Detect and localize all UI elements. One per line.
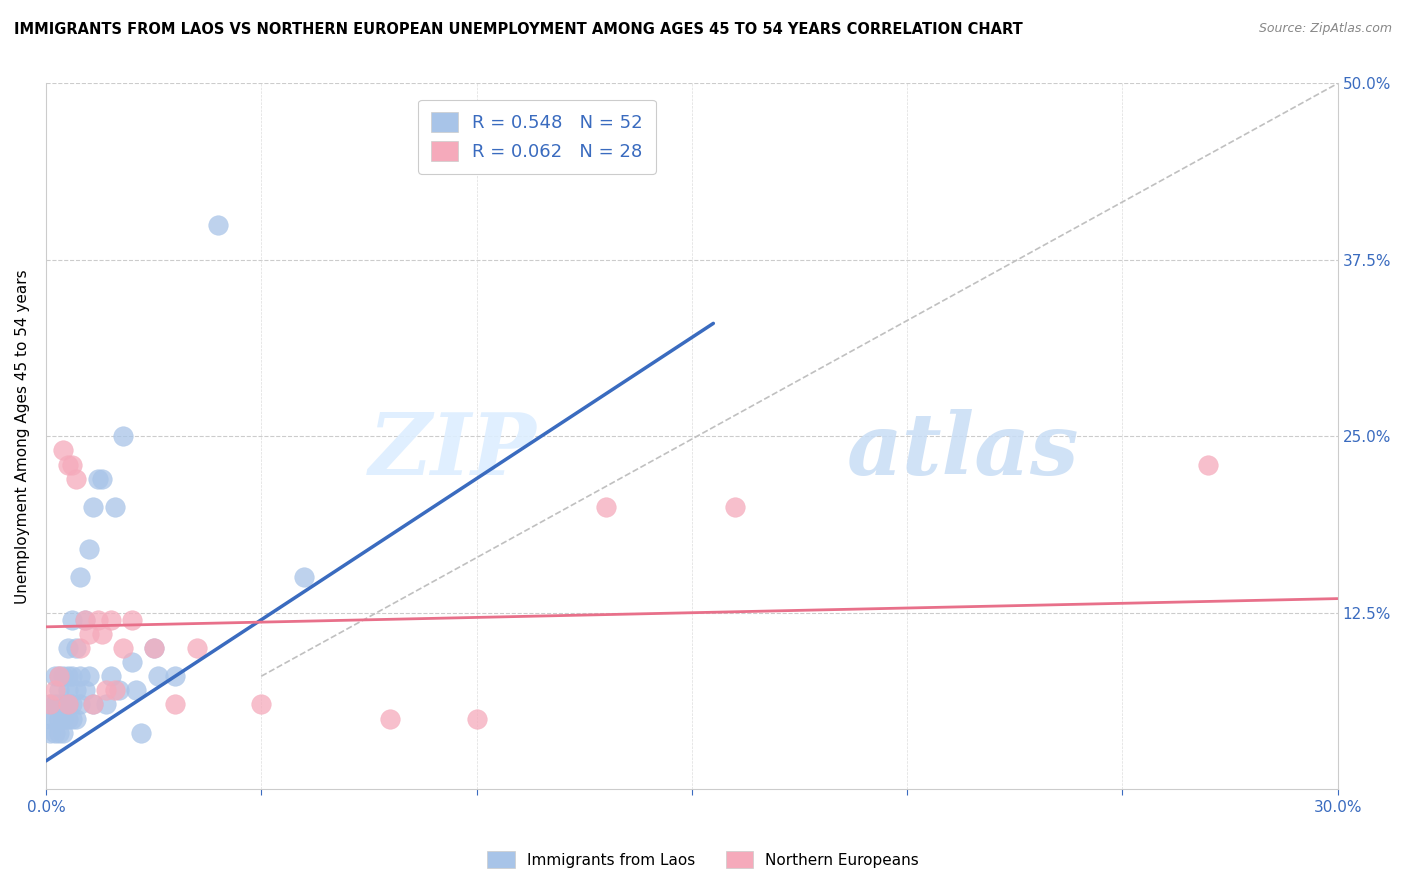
Point bbox=[52, 669, 75, 683]
Point bbox=[77, 669, 100, 683]
Text: ZIP: ZIP bbox=[368, 409, 537, 492]
Point bbox=[595, 500, 617, 514]
Point bbox=[73, 683, 96, 698]
Point bbox=[465, 712, 488, 726]
Point bbox=[165, 698, 187, 712]
Point bbox=[77, 542, 100, 557]
Point bbox=[125, 683, 148, 698]
Legend: Immigrants from Laos, Northern Europeans: Immigrants from Laos, Northern Europeans bbox=[479, 844, 927, 875]
Point bbox=[121, 655, 143, 669]
Point bbox=[69, 698, 91, 712]
Point bbox=[48, 725, 70, 739]
Point bbox=[56, 698, 79, 712]
Point bbox=[142, 640, 165, 655]
Point bbox=[108, 683, 131, 698]
Point bbox=[48, 683, 70, 698]
Point bbox=[86, 613, 108, 627]
Point bbox=[56, 683, 79, 698]
Point bbox=[65, 712, 87, 726]
Point bbox=[69, 570, 91, 584]
Point bbox=[96, 698, 118, 712]
Point bbox=[73, 613, 96, 627]
Point bbox=[44, 669, 66, 683]
Point bbox=[44, 712, 66, 726]
Point bbox=[39, 725, 62, 739]
Legend: R = 0.548   N = 52, R = 0.062   N = 28: R = 0.548 N = 52, R = 0.062 N = 28 bbox=[418, 100, 655, 174]
Point bbox=[52, 443, 75, 458]
Point bbox=[39, 712, 62, 726]
Point bbox=[91, 627, 114, 641]
Point bbox=[60, 458, 83, 472]
Point bbox=[112, 429, 135, 443]
Point bbox=[39, 698, 62, 712]
Point bbox=[186, 640, 208, 655]
Text: Source: ZipAtlas.com: Source: ZipAtlas.com bbox=[1258, 22, 1392, 36]
Point bbox=[39, 698, 62, 712]
Point bbox=[69, 669, 91, 683]
Point bbox=[1198, 458, 1220, 472]
Point bbox=[82, 500, 104, 514]
Point bbox=[65, 683, 87, 698]
Point bbox=[121, 613, 143, 627]
Point bbox=[69, 640, 91, 655]
Text: atlas: atlas bbox=[846, 409, 1080, 492]
Point bbox=[112, 640, 135, 655]
Point bbox=[56, 458, 79, 472]
Point bbox=[77, 627, 100, 641]
Point bbox=[56, 669, 79, 683]
Point bbox=[52, 712, 75, 726]
Point bbox=[165, 669, 187, 683]
Point bbox=[56, 698, 79, 712]
Point bbox=[91, 472, 114, 486]
Point bbox=[96, 683, 118, 698]
Point bbox=[250, 698, 273, 712]
Point bbox=[60, 669, 83, 683]
Point bbox=[724, 500, 747, 514]
Point bbox=[65, 472, 87, 486]
Point bbox=[292, 570, 315, 584]
Y-axis label: Unemployment Among Ages 45 to 54 years: Unemployment Among Ages 45 to 54 years bbox=[15, 269, 30, 604]
Point bbox=[48, 712, 70, 726]
Point bbox=[44, 683, 66, 698]
Point bbox=[52, 725, 75, 739]
Point bbox=[65, 640, 87, 655]
Point bbox=[146, 669, 169, 683]
Point bbox=[100, 613, 122, 627]
Point bbox=[142, 640, 165, 655]
Point bbox=[48, 698, 70, 712]
Point bbox=[48, 669, 70, 683]
Point bbox=[207, 218, 229, 232]
Point bbox=[104, 500, 127, 514]
Point bbox=[44, 725, 66, 739]
Point bbox=[44, 698, 66, 712]
Point bbox=[129, 725, 152, 739]
Point bbox=[60, 712, 83, 726]
Point bbox=[56, 640, 79, 655]
Point bbox=[86, 472, 108, 486]
Point bbox=[82, 698, 104, 712]
Point bbox=[73, 613, 96, 627]
Point bbox=[56, 712, 79, 726]
Point bbox=[48, 669, 70, 683]
Point bbox=[82, 698, 104, 712]
Point bbox=[52, 698, 75, 712]
Point bbox=[60, 613, 83, 627]
Point bbox=[380, 712, 402, 726]
Point bbox=[100, 669, 122, 683]
Text: IMMIGRANTS FROM LAOS VS NORTHERN EUROPEAN UNEMPLOYMENT AMONG AGES 45 TO 54 YEARS: IMMIGRANTS FROM LAOS VS NORTHERN EUROPEA… bbox=[14, 22, 1022, 37]
Point bbox=[104, 683, 127, 698]
Point bbox=[60, 698, 83, 712]
